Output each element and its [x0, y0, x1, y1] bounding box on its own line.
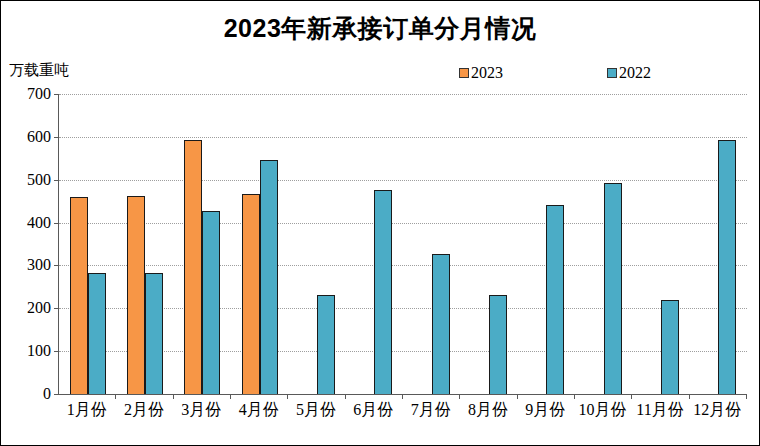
category-cell-11月份: [632, 94, 689, 394]
bar-2022-4月份: [260, 160, 278, 394]
legend-swatch-2022: [607, 68, 617, 78]
x-tick-label-8月份: 8月份: [459, 400, 516, 421]
bar-pair: [299, 295, 335, 394]
y-tick-label-300: 300: [1, 256, 51, 274]
bar-pair: [586, 183, 622, 394]
bar-2022-10月份: [604, 183, 622, 394]
y-tick-mark: [54, 223, 58, 224]
legend-swatch-2023: [459, 68, 469, 78]
x-tick-label-1月份: 1月份: [58, 400, 115, 421]
x-tick-label-2月份: 2月份: [115, 400, 172, 421]
legend-label: 2022: [619, 64, 651, 82]
y-tick-label-500: 500: [1, 171, 51, 189]
chart-figure: 2023年新承接订单分月情况 万载重吨 2023 2022 0 100 200 300 4…: [0, 0, 760, 446]
x-tick-mark: [345, 395, 346, 399]
category-cell-7月份: [403, 94, 460, 394]
y-axis-unit-label: 万载重吨: [9, 61, 69, 80]
plot-area: [58, 94, 747, 395]
y-tick-mark: [54, 94, 58, 95]
x-tick-mark: [459, 395, 460, 399]
category-cell-6月份: [346, 94, 403, 394]
bar-2022-9月份: [546, 205, 564, 394]
bar-pair: [242, 160, 278, 394]
bar-pair: [70, 197, 106, 394]
y-axis-tick-labels: 0100200300400500600700: [1, 94, 51, 394]
x-tick-label-5月份: 5月份: [287, 400, 344, 421]
y-tick-mark: [54, 351, 58, 352]
bar-2023-1月份: [70, 197, 88, 394]
x-tick-mark: [173, 395, 174, 399]
y-tick-label-600: 600: [1, 128, 51, 146]
y-tick-mark: [54, 308, 58, 309]
x-tick-mark: [517, 395, 518, 399]
y-tick-label-700: 700: [1, 85, 51, 103]
x-tick-label-7月份: 7月份: [402, 400, 459, 421]
category-cell-10月份: [575, 94, 632, 394]
x-tick-label-6月份: 6月份: [345, 400, 402, 421]
y-tick-mark: [54, 137, 58, 138]
bar-pair: [643, 300, 679, 394]
category-cell-9月份: [518, 94, 575, 394]
chart-title: 2023年新承接订单分月情况: [1, 12, 759, 45]
y-tick-mark: [54, 394, 58, 395]
bar-2022-11月份: [661, 300, 679, 394]
bar-pair: [700, 140, 736, 394]
category-cell-3月份: [174, 94, 231, 394]
bar-pair: [471, 295, 507, 394]
x-tick-mark: [402, 395, 403, 399]
x-tick-label-9月份: 9月份: [517, 400, 574, 421]
category-cell-8月份: [460, 94, 517, 394]
bar-2023-2月份: [127, 196, 145, 394]
x-tick-mark: [230, 395, 231, 399]
x-tick-mark: [689, 395, 690, 399]
bar-2022-8月份: [489, 295, 507, 394]
bar-pair: [356, 190, 392, 394]
legend-label: 2023: [471, 64, 503, 82]
x-tick-label-11月份: 11月份: [631, 400, 688, 421]
bar-2022-3月份: [202, 211, 220, 394]
y-tick-label-400: 400: [1, 214, 51, 232]
bar-cells: [59, 94, 747, 394]
bar-2022-1月份: [88, 273, 106, 394]
x-tick-mark: [631, 395, 632, 399]
y-tick-label-0: 0: [1, 385, 51, 403]
y-tick-mark: [54, 265, 58, 266]
bar-2022-5月份: [317, 295, 335, 394]
x-tick-label-10月份: 10月份: [574, 400, 631, 421]
bar-2022-6月份: [374, 190, 392, 394]
bar-pair: [127, 196, 163, 394]
x-tick-label-3月份: 3月份: [173, 400, 230, 421]
category-cell-12月份: [690, 94, 747, 394]
x-tick-mark: [574, 395, 575, 399]
category-cell-2月份: [116, 94, 173, 394]
category-cell-1月份: [59, 94, 116, 394]
bar-pair: [414, 254, 450, 394]
bar-2022-12月份: [718, 140, 736, 394]
legend-item-2022: 2022: [607, 64, 651, 82]
bar-2023-4月份: [242, 194, 260, 394]
x-axis-tick-labels: 1月份2月份3月份4月份5月份6月份7月份8月份9月份10月份11月份12月份: [58, 400, 746, 421]
x-tick-mark: [287, 395, 288, 399]
x-tick-label-4月份: 4月份: [230, 400, 287, 421]
bar-pair: [528, 205, 564, 394]
x-tick-label-12月份: 12月份: [689, 400, 746, 421]
legend-item-2023: 2023: [459, 64, 503, 82]
bar-2022-7月份: [432, 254, 450, 394]
y-tick-mark: [54, 180, 58, 181]
x-tick-mark: [746, 395, 747, 399]
y-tick-label-100: 100: [1, 342, 51, 360]
category-cell-5月份: [288, 94, 345, 394]
bar-2022-2月份: [145, 273, 163, 394]
x-tick-mark: [115, 395, 116, 399]
bar-pair: [184, 140, 220, 394]
y-tick-label-200: 200: [1, 299, 51, 317]
bar-2023-3月份: [184, 140, 202, 394]
category-cell-4月份: [231, 94, 288, 394]
